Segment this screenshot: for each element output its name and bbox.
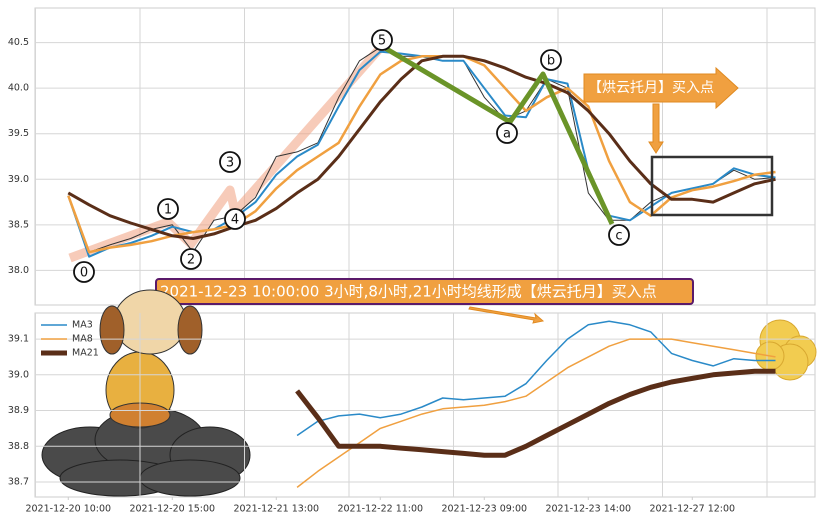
y-tick-label: 39.0: [8, 174, 29, 185]
series-line: [67, 55, 776, 254]
x-tick-label: 2021-12-23 14:00: [545, 504, 631, 515]
wave-marker: [496, 122, 518, 144]
x-tick-label: 2021-12-20 10:00: [25, 504, 111, 515]
series-line: [67, 54, 776, 240]
wave-marker: [540, 49, 562, 71]
wave-label: a: [503, 127, 511, 142]
legend-label: MA21: [72, 348, 99, 359]
x-tick-label: 2021-12-23 09:00: [441, 504, 527, 515]
wave-label: 5: [378, 34, 386, 49]
y-tick-label: 38.9: [8, 405, 29, 416]
wave-marker: [180, 248, 202, 270]
dog-head: [113, 289, 187, 355]
banner-text: 2021-12-23 10:00:00 3小时,8小时,21小时均线形成【烘云托…: [160, 283, 657, 301]
wave-marker: [371, 29, 393, 51]
wave-label: 2: [187, 253, 195, 268]
x-tick-label: 2021-12-21 13:00: [233, 504, 319, 515]
y-tick-label: 38.8: [8, 441, 29, 452]
y-tick-label: 39.5: [8, 128, 29, 139]
wave-marker: [608, 224, 630, 246]
y-tick-label: 40.0: [8, 83, 29, 94]
signal-box: [650, 155, 774, 217]
wave-marker: [219, 151, 241, 173]
dog-ear: [177, 305, 203, 355]
wave-label: 1: [164, 203, 172, 218]
dog-ear: [99, 305, 125, 355]
y-tick-label: 39.0: [8, 369, 29, 380]
wave-marker: [73, 261, 95, 283]
wave-label: c: [615, 229, 622, 244]
x-tick-label: 2021-12-20 15:00: [129, 504, 215, 515]
y-tick-label: 40.5: [8, 37, 29, 48]
series-line: [296, 320, 776, 437]
banner-arrow: [468, 306, 545, 324]
y-tick-label: 38.5: [8, 219, 29, 230]
wave-marker: [157, 198, 179, 220]
wave-label: b: [547, 54, 555, 69]
down-arrow: [648, 103, 664, 154]
series-line: [296, 338, 776, 488]
series-line: [295, 368, 776, 458]
y-tick-label: 39.1: [8, 334, 29, 345]
wave-label: 4: [231, 213, 239, 228]
x-tick-label: 2021-12-22 11:00: [337, 504, 423, 515]
wave-label: 3: [226, 156, 234, 171]
x-tick-label: 2021-12-27 12:00: [649, 504, 735, 515]
y-tick-label: 38.0: [8, 265, 29, 276]
wave-marker: [224, 208, 246, 230]
legend-label: MA8: [72, 334, 93, 345]
cloud: [139, 459, 241, 497]
signal-arrow: [583, 66, 739, 110]
wave-label: 0: [80, 266, 88, 281]
legend-label: MA3: [72, 320, 93, 331]
signal-label: 【烘云托月】买入点: [588, 80, 714, 96]
y-tick-label: 38.7: [8, 476, 29, 487]
wave-line: [383, 45, 615, 226]
